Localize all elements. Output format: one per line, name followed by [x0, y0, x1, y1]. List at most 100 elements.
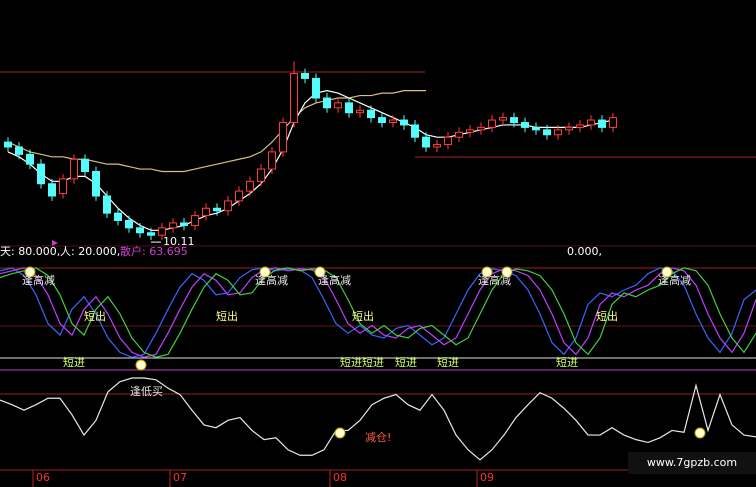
candle-body: [532, 126, 540, 131]
candle-body: [158, 227, 166, 236]
signal-label: 短进: [362, 355, 384, 369]
candle-body: [587, 119, 595, 126]
signal-label: 短进: [63, 355, 85, 369]
candle-body: [213, 207, 221, 212]
candle-body: [26, 153, 34, 165]
candle-body: [114, 212, 122, 221]
indicator-line: [0, 267, 756, 358]
candle-body: [125, 220, 133, 229]
candle-body: [433, 144, 441, 148]
candle-body: [554, 129, 562, 136]
candle-body: [323, 97, 331, 109]
candle-body: [400, 119, 408, 126]
signal-label: 短出: [216, 309, 238, 323]
signal-label: 短出: [352, 309, 374, 323]
signal-label: 短进: [395, 355, 417, 369]
candle-body: [92, 171, 100, 197]
candle-body: [444, 136, 452, 146]
candle-body: [4, 141, 12, 148]
candle-body: [70, 158, 78, 180]
candle-body: [268, 151, 276, 170]
candle-body: [81, 158, 89, 172]
low-label: 10.11: [163, 235, 195, 248]
candle-body: [180, 222, 188, 226]
date-label: 09: [480, 471, 494, 484]
signal-label: 逢低买: [130, 385, 163, 398]
indicator-line: [0, 267, 756, 358]
candle-body: [334, 102, 342, 109]
indicator-value: 人: 20.000,: [60, 245, 120, 258]
signal-icon: [314, 266, 326, 278]
candle-body: [422, 136, 430, 148]
signal-icon: [481, 266, 493, 278]
marker: [52, 240, 58, 246]
signal-label: 短进: [437, 355, 459, 369]
candle-body: [609, 117, 617, 128]
signal-label: 短进: [340, 355, 362, 369]
candle-body: [147, 232, 155, 236]
date-label: 06: [36, 471, 50, 484]
watermark: www.7gpzb.com: [647, 456, 737, 469]
candle-body: [103, 195, 111, 214]
indicator-value: 散户: 63.695: [120, 244, 188, 258]
candle-body: [224, 200, 232, 212]
candle-body: [389, 119, 397, 124]
signal-label: 逢高减: [22, 273, 55, 287]
candle-body: [312, 77, 320, 99]
candle-body: [477, 126, 485, 131]
candle-body: [378, 117, 386, 123]
candle-body: [521, 122, 529, 128]
candle-body: [411, 124, 419, 138]
candle-body: [356, 109, 364, 114]
signal-label: 减仓!: [365, 430, 391, 444]
candle-body: [202, 207, 210, 217]
signal-icon: [501, 266, 513, 278]
indicator-line: [7, 90, 614, 231]
signal-icon: [694, 427, 706, 439]
candle-body: [510, 117, 518, 123]
candle-body: [15, 146, 23, 155]
candle-body: [565, 126, 573, 131]
candle-body: [598, 119, 606, 128]
candle-body: [191, 215, 199, 226]
indicator-value: 天: 80.000,: [0, 245, 60, 258]
watermark-bg: [628, 452, 756, 474]
signal-label: 逢高减: [255, 273, 288, 287]
date-label: 08: [333, 471, 347, 484]
indicator-value: 0.000,: [567, 245, 602, 258]
signal-icon: [24, 266, 36, 278]
candle-body: [455, 131, 463, 138]
candle-body: [246, 180, 254, 192]
candle-body: [290, 73, 298, 123]
signal-label: 逢高减: [658, 273, 691, 287]
candle-body: [257, 168, 265, 182]
signal-label: 短出: [596, 309, 618, 323]
candle-body: [235, 190, 243, 202]
signal-icon: [661, 266, 673, 278]
signal-label: 逢高减: [478, 273, 511, 287]
signal-icon: [259, 266, 271, 278]
signal-label: 短进: [556, 355, 578, 369]
candle-body: [301, 73, 309, 79]
signal-label: 逢高减: [318, 273, 351, 287]
candle-body: [466, 129, 474, 133]
candle-body: [37, 163, 45, 185]
candle-body: [367, 109, 375, 119]
indicator-line: [0, 267, 756, 358]
candle-body: [499, 117, 507, 121]
candle-body: [488, 119, 496, 128]
signal-label: 短出: [84, 309, 106, 323]
signal-icon: [334, 427, 346, 439]
indicator-line: [0, 377, 756, 461]
candle-body: [169, 222, 177, 229]
candle-body: [279, 122, 287, 153]
candle-body: [345, 102, 353, 114]
candle-body: [48, 183, 56, 197]
date-label: 07: [173, 471, 187, 484]
signal-icon: [135, 359, 147, 371]
candle-body: [576, 124, 584, 128]
candle-body: [136, 227, 144, 234]
candle-body: [543, 129, 551, 136]
candle-body: [59, 178, 67, 195]
